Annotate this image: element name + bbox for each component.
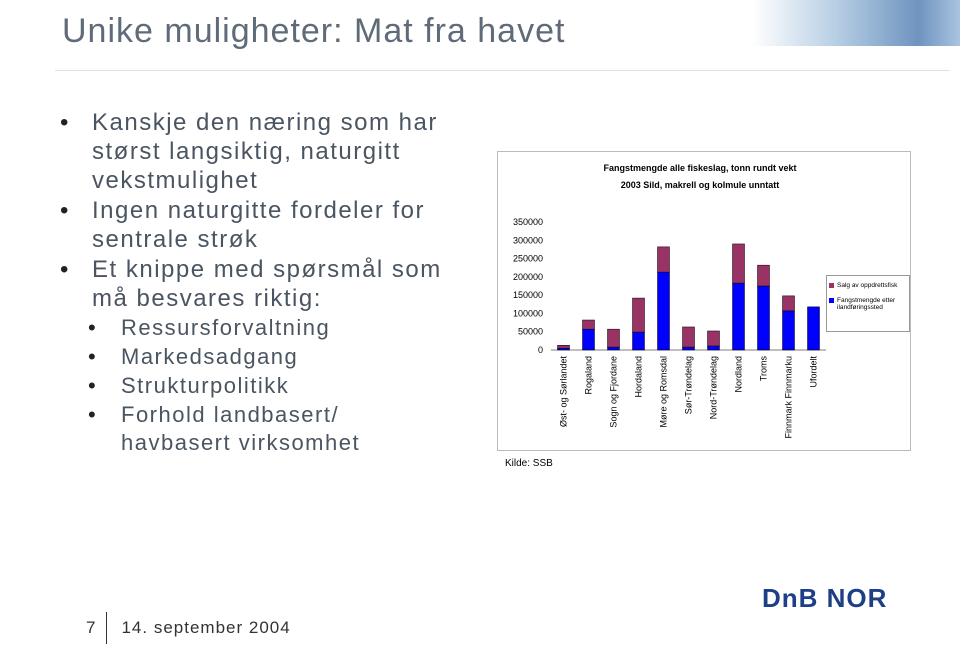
y-tick-label: 0 [538,345,543,355]
y-tick-label: 350000 [513,217,543,227]
chart-title: 2003 Sild, makrell og kolmule unntatt [621,180,780,190]
bullet-list: Kanskje den næring som har størst langsi… [60,108,480,458]
bar-segment [682,326,695,348]
y-tick-label: 200000 [513,272,543,282]
legend-label: Salg av oppdrettsfisk [837,282,898,289]
x-tick-label: Finnmark Finnmarku [784,356,794,439]
y-tick-label: 300000 [513,235,543,245]
y-tick-label: 50000 [518,327,543,337]
bullet: Strukturpolitikk [60,372,421,400]
bar-segment [757,264,770,287]
bar-segment [707,330,720,347]
bar-segment [757,285,770,351]
x-tick-label: Nord-Trøndelag [709,356,719,419]
bar-segment [557,347,570,351]
bar-segment [682,346,695,351]
y-tick-label: 150000 [513,290,543,300]
x-tick-label: Sør-Trøndelag [684,356,694,414]
date: 14. september 2004 [121,618,291,637]
bullet: Ingen naturgitte fordeler for sentrale s… [60,196,472,254]
x-tick-label: Hordaland [634,356,644,398]
bar-segment [657,271,670,351]
legend-entry: Salg av oppdrettsfisk [829,282,907,289]
bar-segment [732,282,745,351]
bar-segment [557,344,570,349]
footer-separator [106,612,108,644]
bullet: Ressursforvaltning [60,314,421,342]
x-tick-label: Nordland [734,356,744,393]
bar-segment [582,328,595,351]
bar-segment [807,306,820,351]
y-tick-label: 100000 [513,308,543,318]
bullet: Markedsadgang [60,343,421,371]
bar-segment [657,246,670,273]
x-tick-label: Ufordelt [809,356,819,388]
bullet: Kanskje den næring som har størst langsi… [60,108,472,195]
bar-segment [632,331,645,351]
chart-frame [497,151,911,451]
bar-segment [782,310,795,351]
title-rule [55,70,950,71]
legend-swatch [829,283,834,288]
page-number: 7 [86,618,97,637]
bar-segment [707,345,720,351]
source: Kilde: SSB [505,458,553,469]
chart-title: Fangstmengde alle fiskeslag, tonn rundt … [603,163,796,173]
logo: DnB NOR [762,583,888,613]
x-tick-label: Troms [759,356,769,382]
bar-segment [782,295,795,312]
bar-segment [607,328,620,348]
bullet: Forhold landbasert/ havbasert virksomhet [60,401,421,457]
x-tick-label: Rogaland [584,356,594,395]
bar-segment [632,297,645,333]
header-decoration [752,0,960,46]
x-tick-label: Sogn og Fjordane [609,356,619,428]
legend-swatch [829,298,834,303]
bullet: Et knippe med spørsmål som må besvares r… [60,255,472,313]
bar-segment [732,243,745,284]
slide-title: Unike muligheter: Mat fra havet [62,12,566,50]
legend: Salg av oppdrettsfisk Fangstmengde etter … [826,275,910,332]
bar-segment [582,319,595,330]
footer: 7 14. september 2004 [86,612,291,644]
legend-entry: Fangstmengde etter ilandføringssted [829,297,907,311]
x-tick-label: Øst- og Sørlandet [559,356,569,428]
legend-label: Fangstmengde etter ilandføringssted [837,297,896,311]
x-tick-label: Møre og Romsdal [659,356,669,428]
y-tick-label: 250000 [513,254,543,264]
bar-segment [607,346,620,351]
